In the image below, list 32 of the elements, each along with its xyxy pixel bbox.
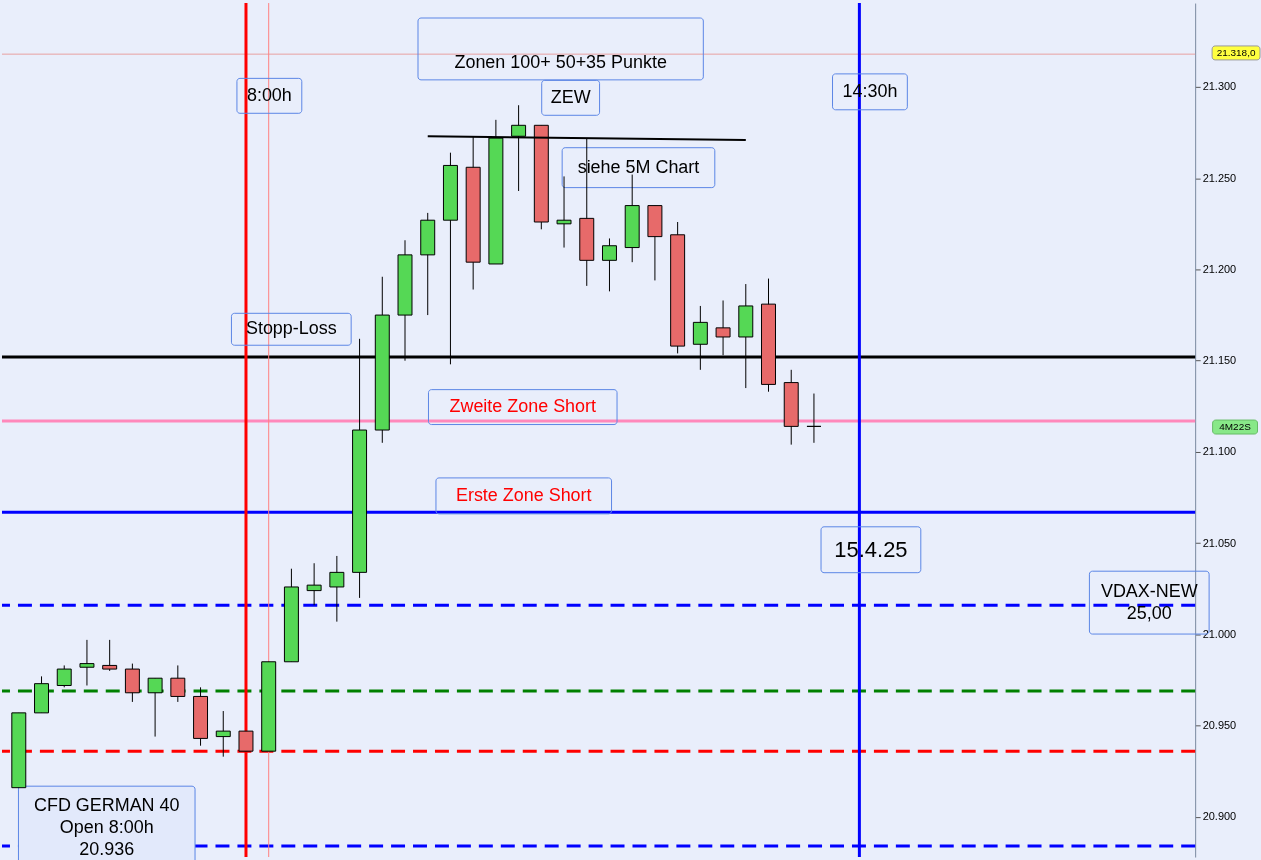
ref-line-label: 21.318,0 xyxy=(1216,46,1256,58)
y-tick-label: 20.950 xyxy=(1202,719,1237,732)
annotation: CFD GERMAN 40 Open 8:00h 20.936 xyxy=(33,795,180,860)
candlestick xyxy=(806,393,822,444)
ref-line-label: Stopp-Loss xyxy=(245,318,337,339)
y-tick-label: 21.100 xyxy=(1202,445,1237,458)
candlestick xyxy=(56,664,72,688)
y-tick-label: 21.050 xyxy=(1202,536,1237,549)
candlestick xyxy=(602,237,617,292)
y-tick-label: 21.000 xyxy=(1202,627,1237,640)
ref-line-label: Erste Zone Short xyxy=(455,484,592,505)
candlestick xyxy=(147,677,163,738)
y-tick-label: 21.150 xyxy=(1202,354,1237,367)
candlestick xyxy=(124,663,140,703)
candlestick xyxy=(102,639,118,672)
candlestick xyxy=(170,664,186,703)
candlestick xyxy=(79,639,95,686)
candlestick xyxy=(238,730,254,752)
candlestick xyxy=(556,175,572,249)
annotation: ZEW xyxy=(550,86,591,107)
y-tick-label: 21.200 xyxy=(1202,262,1237,275)
ref-line-label: 8:00h xyxy=(246,84,292,105)
y-tick-label: 21.300 xyxy=(1202,80,1237,93)
annotation: Zonen 100+ 50+35 Punkte xyxy=(454,51,667,72)
candlestick xyxy=(215,710,231,758)
y-tick-label: 21.250 xyxy=(1202,171,1237,184)
ref-line-label: Zweite Zone Short xyxy=(449,396,597,417)
candlestick xyxy=(329,555,345,623)
candlestick xyxy=(306,562,322,606)
annotation: VDAX-NEW 25,00 xyxy=(1100,580,1198,623)
text: 4M22S xyxy=(1219,421,1252,433)
y-tick-label: 20.900 xyxy=(1202,810,1237,823)
